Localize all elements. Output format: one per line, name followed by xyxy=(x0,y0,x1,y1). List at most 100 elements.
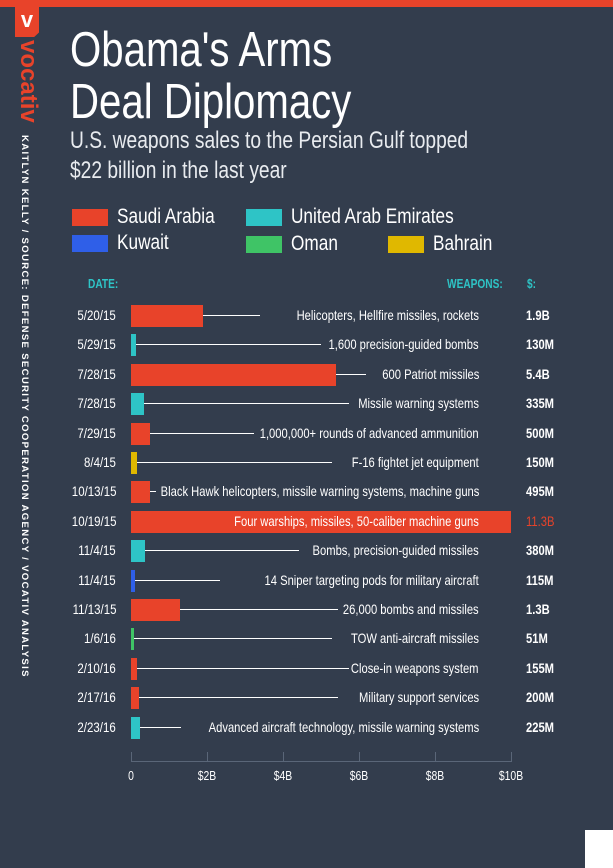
row-value: 335M xyxy=(526,395,555,412)
table-row: 2/17/16 Military support services 200M xyxy=(0,687,613,710)
row-value: 500M xyxy=(526,424,555,441)
bar-1 xyxy=(131,334,136,357)
table-row: 7/28/15 Missile warning systems 335M xyxy=(0,393,613,416)
vocativ-logo: v xyxy=(15,7,39,37)
legend-bahrain: Bahrain xyxy=(388,232,505,256)
subtitle-line: $22 billion in the last year xyxy=(70,157,287,184)
legend-label: Bahrain xyxy=(433,232,493,255)
bar-13 xyxy=(131,687,139,710)
x-tick-label: $2B xyxy=(197,768,217,783)
row-value: 155M xyxy=(526,659,555,676)
x-tick-label: $6B xyxy=(349,768,369,783)
table-row: 11/4/15 Bombs, precision-guided missiles… xyxy=(0,540,613,563)
x-tick xyxy=(511,752,512,762)
row-date: 11/4/15 xyxy=(78,571,116,588)
row-value: 225M xyxy=(526,718,555,735)
row-date: 10/19/15 xyxy=(71,512,116,529)
date-header: DATE: xyxy=(88,276,119,291)
x-tick xyxy=(435,752,436,762)
leader-line xyxy=(135,344,322,346)
subtitle: U.S. weapons sales to the Persian Gulf t… xyxy=(70,126,568,186)
row-date: 5/29/15 xyxy=(77,336,116,353)
row-date: 10/13/15 xyxy=(71,483,116,500)
bar-11 xyxy=(131,628,134,651)
row-value: 1.9B xyxy=(526,307,550,323)
table-row: 7/28/15 600 Patriot missiles 5.4B xyxy=(0,363,613,386)
row-weapons: 1,000,000+ rounds of advanced ammunition xyxy=(260,424,479,441)
row-value: 130M xyxy=(526,336,555,353)
bar-5 xyxy=(131,452,137,474)
table-row: 8/4/15 F-16 fightet jet equipment 150M xyxy=(0,452,613,474)
row-date: 2/10/16 xyxy=(77,659,116,676)
leader-line xyxy=(145,550,299,552)
row-date: 2/17/16 xyxy=(77,689,116,706)
row-weapons: Advanced aircraft technology, missile wa… xyxy=(208,718,479,735)
x-tick-label: $8B xyxy=(425,768,445,783)
row-weapons: Bombs, precision-guided missiles xyxy=(312,542,479,559)
row-value: 495M xyxy=(526,483,555,500)
bar-6 xyxy=(131,481,150,504)
value-header: $: xyxy=(527,276,537,291)
table-row: 5/29/15 1,600 precision-guided bombs 130… xyxy=(0,334,613,357)
x-tick xyxy=(283,752,284,762)
legend-swatch xyxy=(246,235,282,253)
leader-line xyxy=(180,609,338,610)
bar-2 xyxy=(131,363,337,386)
legend-swatch xyxy=(72,208,108,226)
weapons-header: WEAPONS: xyxy=(447,276,503,291)
legend-label: Saudi Arabia xyxy=(117,205,215,228)
row-value: 150M xyxy=(526,454,555,470)
row-date: 5/20/15 xyxy=(77,307,116,323)
leader-line xyxy=(139,726,182,728)
bar-0 xyxy=(131,305,204,327)
row-weapons: 1,600 precision-guided bombs xyxy=(328,336,479,353)
brand-name: vocativ xyxy=(15,40,42,123)
title-line: Obama's Arms xyxy=(70,23,333,77)
row-date: 11/4/15 xyxy=(78,542,116,559)
table-row: 11/13/15 26,000 bombs and missiles 1.3B xyxy=(0,599,613,621)
leader-line xyxy=(134,638,333,640)
row-weapons: Four warships, missiles, 50-caliber mach… xyxy=(234,512,479,529)
table-row: 7/29/15 1,000,000+ rounds of advanced am… xyxy=(0,422,613,445)
table-row: 5/20/15 Helicopters, Hellfire missiles, … xyxy=(0,305,613,327)
leader-line xyxy=(138,697,338,699)
x-tick-label: $4B xyxy=(273,768,293,783)
legend-label: Kuwait xyxy=(117,231,169,254)
leader-line xyxy=(150,432,254,434)
x-tick xyxy=(207,752,208,762)
row-weapons: TOW anti-aircraft missiles xyxy=(351,630,479,647)
row-weapons: 14 Sniper targeting pods for military ai… xyxy=(264,571,479,588)
legend-saudi-arabia: Saudi Arabia xyxy=(72,205,236,229)
bar-3 xyxy=(131,393,144,416)
row-value: 51M xyxy=(526,630,548,647)
table-row: 2/10/16 Close-in weapons system 155M xyxy=(0,657,613,680)
leader-line xyxy=(336,373,366,375)
x-tick xyxy=(131,752,132,762)
row-weapons: F-16 fightet jet equipment xyxy=(351,454,479,470)
table-row: 11/4/15 14 Sniper targeting pods for mil… xyxy=(0,569,613,592)
row-weapons: 600 Patriot missiles xyxy=(381,365,479,382)
page-title: Obama's Arms Deal Diplomacy xyxy=(70,24,413,128)
bar-4 xyxy=(131,422,150,445)
table-row: 1/6/16 TOW anti-aircraft missiles 51M xyxy=(0,628,613,651)
row-date: 11/13/15 xyxy=(72,601,116,617)
legend-uae: United Arab Emirates xyxy=(246,205,489,229)
title-line: Deal Diplomacy xyxy=(70,75,352,129)
legend-label: United Arab Emirates xyxy=(291,205,454,228)
leader-line xyxy=(135,579,221,581)
bar-7 xyxy=(131,510,511,533)
top-accent-bar xyxy=(0,0,613,7)
table-row: 2/23/16 Advanced aircraft technology, mi… xyxy=(0,716,613,739)
leader-line xyxy=(149,491,156,493)
row-date: 7/29/15 xyxy=(77,424,116,441)
row-date: 1/6/16 xyxy=(84,630,116,647)
row-value: 1.3B xyxy=(526,601,550,617)
legend-swatch xyxy=(72,234,108,252)
bar-8 xyxy=(131,540,146,563)
x-tick-label: $10B xyxy=(498,768,524,783)
leader-line xyxy=(203,315,260,316)
row-weapons: 26,000 bombs and missiles xyxy=(343,601,479,617)
row-date: 7/28/15 xyxy=(77,395,116,412)
row-date: 8/4/15 xyxy=(84,454,116,470)
row-date: 2/23/16 xyxy=(77,718,116,735)
